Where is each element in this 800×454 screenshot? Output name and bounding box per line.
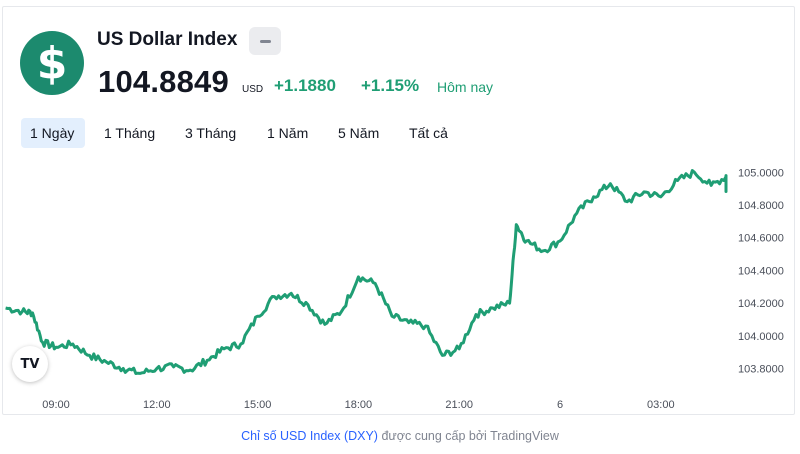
chart-card	[2, 6, 795, 415]
tradingview-logo[interactable]: TV	[12, 346, 48, 382]
tab-1-year[interactable]: 1 Năm	[267, 125, 309, 141]
tab-1-month[interactable]: 1 Tháng	[104, 125, 156, 141]
x-tick-label: 6	[557, 399, 563, 411]
x-tick-label: 03:00	[647, 399, 675, 411]
x-tick-label: 09:00	[42, 399, 70, 411]
x-tick-label: 15:00	[244, 399, 272, 411]
tab-5-years[interactable]: 5 Năm	[338, 125, 380, 141]
attribution-suffix: được cung cấp bởi TradingView	[377, 429, 559, 443]
x-tick-label: 21:00	[445, 399, 473, 411]
tab-all[interactable]: Tất cả	[409, 125, 448, 141]
y-tick-label: 104.4000	[738, 265, 784, 277]
price-change-percent: +1.15%	[361, 76, 420, 95]
y-tick-label: 103.8000	[738, 364, 784, 376]
price-chart[interactable]: 103.8000 104.0000 104.2000 104.4000 104.6000…	[0, 150, 800, 415]
period-label: Hôm nay	[437, 79, 494, 95]
attribution: Chỉ số USD Index (DXY) được cung cấp bởi…	[0, 429, 800, 443]
y-tick-label: 104.0000	[738, 331, 784, 343]
price-line	[5, 169, 728, 375]
y-tick-label: 104.2000	[738, 298, 784, 310]
tab-1-day[interactable]: 1 Ngày	[21, 118, 85, 148]
price-change: +1.1880	[274, 76, 336, 95]
y-tick-label: 104.6000	[738, 233, 784, 245]
minus-badge-icon[interactable]	[249, 27, 281, 55]
current-price: 104.8849	[98, 64, 229, 99]
y-tick-label: 105.0000	[738, 167, 784, 179]
page-title: US Dollar Index	[97, 29, 238, 50]
x-tick-label: 12:00	[143, 399, 171, 411]
x-tick-label: 18:00	[345, 399, 373, 411]
y-tick-label: 104.8000	[738, 200, 784, 212]
dollar-icon: $	[20, 31, 84, 95]
tab-3-months[interactable]: 3 Tháng	[185, 125, 237, 141]
dxy-link[interactable]: Chỉ số USD Index (DXY)	[241, 429, 378, 443]
currency-label: USD	[242, 84, 264, 95]
